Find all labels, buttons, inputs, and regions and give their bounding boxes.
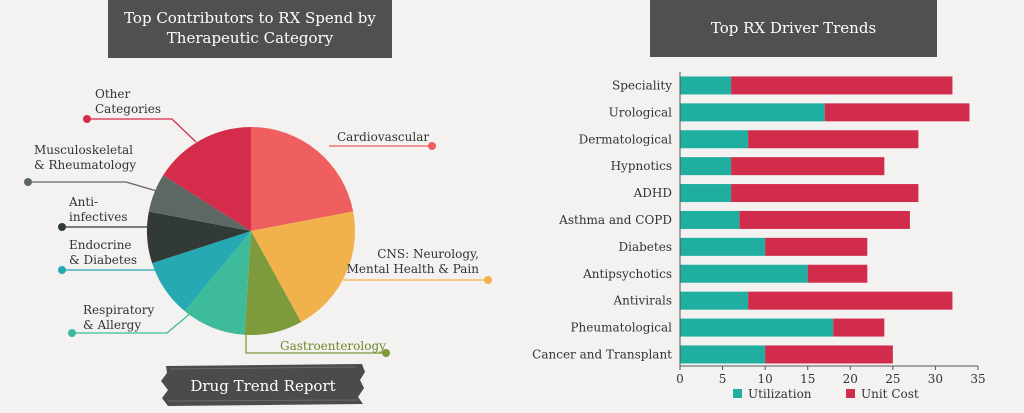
bar-chart-title: Top RX Driver Trends [650, 0, 937, 57]
bar-unit-cost-antipsychotics [807, 264, 868, 283]
bar-utilization-hypnotics [680, 157, 732, 176]
pie-label-other-categories: Other Categories [95, 87, 161, 116]
pie-leader-musculoskeletal-rheumatology [28, 181, 161, 193]
category-label-cancer-and-transplant: Cancer and Transplant [532, 347, 672, 361]
x-tick-label-15: 15 [800, 372, 815, 386]
bar-row-adhd: ADHD [633, 184, 919, 203]
bar-utilization-pheumatological [680, 318, 834, 337]
pie-slice-respiratory-allergy [184, 231, 251, 335]
x-tick-label-5: 5 [719, 372, 727, 386]
bar-utilization-antipsychotics [680, 264, 808, 283]
legend-label-unit-cost: Unit Cost [861, 387, 919, 401]
pie-label-cns-neurology-mental-health-pain: CNS: Neurology, Mental Health & Pain [347, 247, 480, 276]
pie-leader-respiratory-allergy [72, 311, 193, 334]
legend-label-utilization: Utilization [748, 387, 812, 401]
pie-title-line-2: Therapeutic Category [166, 29, 334, 47]
bar-unit-cost-urological [824, 103, 970, 122]
category-label-adhd: ADHD [633, 186, 672, 200]
category-label-asthma-and-copd: Asthma and COPD [558, 213, 672, 227]
pie-slice-other-categories [163, 127, 251, 231]
category-label-speciality: Speciality [612, 78, 672, 92]
pie-chart-title: Top Contributors to RX Spend by Therapeu… [108, 0, 392, 58]
x-tick-label-35: 35 [970, 372, 985, 386]
pie-leader-other-categories [87, 118, 197, 143]
bar-row-cancer-and-transplant: Cancer and Transplant [532, 345, 893, 364]
bar-chart: Speciality Urological Dermatological Hypnot… [532, 72, 986, 401]
pie-chart: Cardiovascular CNS: Neurology, Mental Heal… [24, 87, 492, 357]
bar-unit-cost-speciality [731, 76, 953, 95]
x-tick-label-25: 25 [885, 372, 900, 386]
bar-row-urological: Urological [609, 103, 970, 122]
bar-unit-cost-diabetes [765, 237, 868, 256]
pie-slice-cardiovascular [251, 127, 354, 231]
bar-utilization-diabetes [680, 237, 766, 256]
pie-leader-dot-cns-neurology-mental-health-pain [484, 276, 492, 284]
pie-label-cardiovascular: Cardiovascular [337, 130, 429, 144]
legend-swatch-unit-cost [846, 389, 855, 398]
pie-leader-dot-respiratory-allergy [68, 329, 76, 337]
bar-unit-cost-pheumatological [833, 318, 885, 337]
bar-utilization-antivirals [680, 291, 749, 310]
legend-swatch-utilization [733, 389, 742, 398]
x-tick-label-0: 0 [676, 372, 684, 386]
bar-utilization-speciality [680, 76, 732, 95]
drug-trend-report-badge: Drug Trend Report [161, 364, 365, 406]
bar-row-asthma-and-copd: Asthma and COPD [558, 210, 910, 229]
pie-leader-dot-cardiovascular [428, 142, 436, 150]
x-tick-label-20: 20 [843, 372, 858, 386]
category-label-hypnotics: Hypnotics [611, 159, 672, 173]
bar-utilization-adhd [680, 184, 732, 203]
pie-label-musculoskeletal-rheumatology: Musculoskeletal & Rheumatology [34, 143, 136, 172]
bar-unit-cost-dermatological [748, 130, 919, 149]
category-label-pheumatological: Pheumatological [570, 321, 672, 335]
pie-slice-musculoskeletal-rheumatology [148, 175, 251, 231]
x-tick-label-10: 10 [758, 372, 773, 386]
bar-row-hypnotics: Hypnotics [611, 157, 885, 176]
x-tick-label-30: 30 [928, 372, 943, 386]
bar-utilization-cancer-and-transplant [680, 345, 766, 364]
pie-slice-cns-neurology-mental-health-pain [251, 211, 355, 323]
bar-row-diabetes: Diabetes [619, 237, 868, 256]
bar-row-dermatological: Dermatological [579, 130, 919, 149]
drug-trend-report-text: Drug Trend Report [190, 377, 335, 395]
category-label-urological: Urological [609, 105, 673, 119]
bar-row-antivirals: Antivirals [612, 291, 953, 310]
bar-row-pheumatological: Pheumatological [570, 318, 885, 337]
bar-utilization-asthma-and-copd [680, 210, 740, 229]
pie-label-respiratory-allergy: Respiratory & Allergy [83, 303, 154, 332]
pie-label-gastroenterology: Gastroenterology [280, 339, 386, 353]
bar-unit-cost-adhd [731, 184, 919, 203]
pie-leader-dot-musculoskeletal-rheumatology [24, 178, 32, 186]
pie-leader-dot-endocrine-diabetes [58, 266, 66, 274]
bar-unit-cost-asthma-and-copd [739, 210, 910, 229]
pie-label-anti-infectives: Anti-infectives [68, 195, 128, 224]
pie-leader-gastroenterology [245, 330, 386, 354]
bar-row-speciality: Speciality [612, 76, 953, 95]
bar-unit-cost-antivirals [748, 291, 953, 310]
category-label-diabetes: Diabetes [619, 240, 672, 254]
pie-slice-endocrine-diabetes [152, 231, 251, 312]
bar-unit-cost-cancer-and-transplant [765, 345, 893, 364]
bar-utilization-dermatological [680, 130, 749, 149]
bar-row-antipsychotics: Antipsychotics [582, 264, 868, 283]
category-label-dermatological: Dermatological [579, 132, 672, 146]
pie-slice-anti-infectives [147, 211, 251, 264]
category-label-antipsychotics: Antipsychotics [582, 267, 672, 281]
category-label-antivirals: Antivirals [612, 294, 672, 308]
bar-utilization-urological [680, 103, 825, 122]
pie-leader-dot-other-categories [83, 115, 91, 123]
pie-leader-dot-anti-infectives [58, 223, 66, 231]
bar-legend: Utilization Unit Cost [733, 387, 919, 401]
pie-slice-gastroenterology [244, 231, 302, 335]
pie-title-line-1: Top Contributors to RX Spend by [124, 9, 376, 27]
pie-label-endocrine-diabetes: Endocrine & Diabetes [69, 238, 137, 267]
pie-leader-dot-gastroenterology [382, 349, 390, 357]
bar-unit-cost-hypnotics [731, 157, 885, 176]
